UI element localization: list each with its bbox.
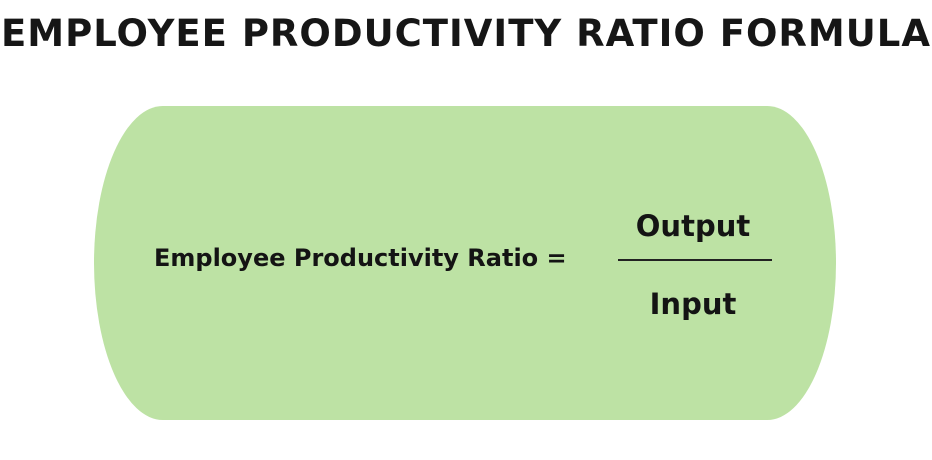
page-title: EMPLOYEE PRODUCTIVITY RATIO FORMULA bbox=[0, 12, 931, 55]
formula-fraction: Output Input bbox=[610, 200, 776, 340]
fraction-bar bbox=[618, 259, 772, 261]
formula-denominator: Input bbox=[649, 287, 737, 321]
formula-box bbox=[94, 106, 836, 420]
formula-numerator: Output bbox=[635, 209, 751, 243]
formula-lhs: Employee Productivity Ratio = bbox=[154, 244, 567, 272]
